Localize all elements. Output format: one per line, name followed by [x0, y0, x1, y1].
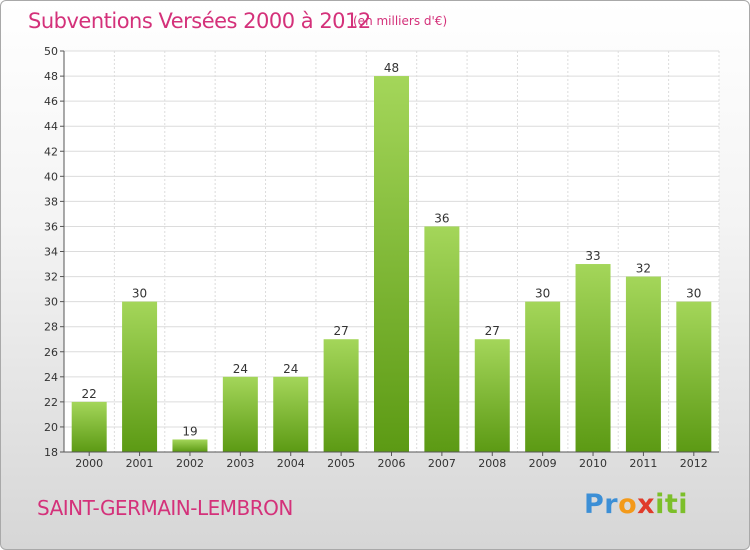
bar-2007: [424, 226, 460, 452]
data-label-2004: 24: [283, 362, 298, 376]
data-label-2008: 27: [485, 324, 500, 338]
y-tick-label: 26: [44, 346, 58, 359]
x-tick-label: 2008: [478, 457, 506, 470]
bar-2002: [172, 439, 208, 452]
x-tick-label: 2012: [680, 457, 708, 470]
y-tick-label: 36: [44, 220, 58, 233]
bar-2008: [474, 339, 510, 452]
chart-title: Subventions Versées 2000 à 2012: [28, 9, 371, 33]
data-label-2007: 36: [434, 211, 449, 225]
x-tick-label: 2007: [428, 457, 456, 470]
logo-part-1: Pr: [584, 489, 619, 520]
x-axis: 2000 2001 2002 2003 2004 2005 2006 2007 2008 2009…: [64, 451, 719, 470]
data-label-2011: 32: [636, 262, 651, 276]
x-tick-label: 2005: [327, 457, 355, 470]
y-tick-label: 50: [44, 45, 58, 58]
x-tick-label: 2011: [629, 457, 657, 470]
y-tick-label: 30: [44, 296, 58, 309]
x-tick-label: 2004: [277, 457, 305, 470]
bar-2003: [222, 376, 258, 452]
bar-2004: [273, 376, 309, 452]
y-tick-label: 18: [44, 446, 58, 459]
y-axis: 18 20 22 24 26 28 30 32 34 36 38 40 42 44 46 48 50: [44, 45, 65, 459]
x-tick-label: 2003: [226, 457, 254, 470]
bar-2011: [625, 276, 661, 452]
data-label-2003: 24: [233, 362, 248, 376]
x-tick-label: 2006: [378, 457, 406, 470]
y-tick-label: 44: [44, 120, 58, 133]
y-tick-label: 42: [44, 145, 58, 158]
x-tick-label: 2010: [579, 457, 607, 470]
y-tick-label: 48: [44, 70, 58, 83]
commune-name: SAINT-GERMAIN-LEMBRON: [37, 496, 293, 520]
bar-2001: [122, 301, 158, 452]
bar-2006: [374, 76, 409, 452]
y-tick-label: 24: [44, 371, 58, 384]
bar-2000: [71, 401, 107, 452]
logo-part-4: iti: [655, 489, 689, 520]
y-tick-label: 20: [44, 421, 58, 434]
proxiti-logo[interactable]: Proxiti: [584, 489, 688, 520]
bar-2009: [525, 301, 561, 452]
data-label-2010: 33: [585, 249, 600, 263]
y-tick-label: 34: [44, 246, 58, 259]
chart-subtitle: (en milliers d'€): [353, 14, 448, 28]
x-tick-label: 2000: [75, 457, 103, 470]
logo-part-2: o: [618, 489, 638, 520]
logo-part-3: x: [637, 489, 656, 520]
x-tick-label: 2002: [176, 457, 204, 470]
data-label-2002: 19: [182, 424, 197, 438]
x-tick-label: 2001: [126, 457, 154, 470]
y-tick-label: 32: [44, 271, 58, 284]
y-tick-label: 38: [44, 195, 58, 208]
bar-2012: [676, 301, 712, 452]
x-tick-label: 2009: [529, 457, 557, 470]
data-label-2001: 30: [132, 287, 147, 301]
data-label-2000: 22: [82, 387, 97, 401]
data-label-2012: 30: [686, 287, 701, 301]
bar-2005: [323, 339, 359, 452]
y-tick-label: 28: [44, 321, 58, 334]
y-tick-label: 46: [44, 95, 58, 108]
bar-2010: [575, 264, 611, 452]
data-label-2005: 27: [333, 324, 348, 338]
data-label-2009: 30: [535, 287, 550, 301]
bars: 22 30 19 24 24 27 48 36 27 30 33 32 30: [71, 61, 712, 452]
y-tick-label: 22: [44, 396, 58, 409]
y-tick-label: 40: [44, 170, 58, 183]
data-label-2006: 48: [384, 61, 399, 75]
